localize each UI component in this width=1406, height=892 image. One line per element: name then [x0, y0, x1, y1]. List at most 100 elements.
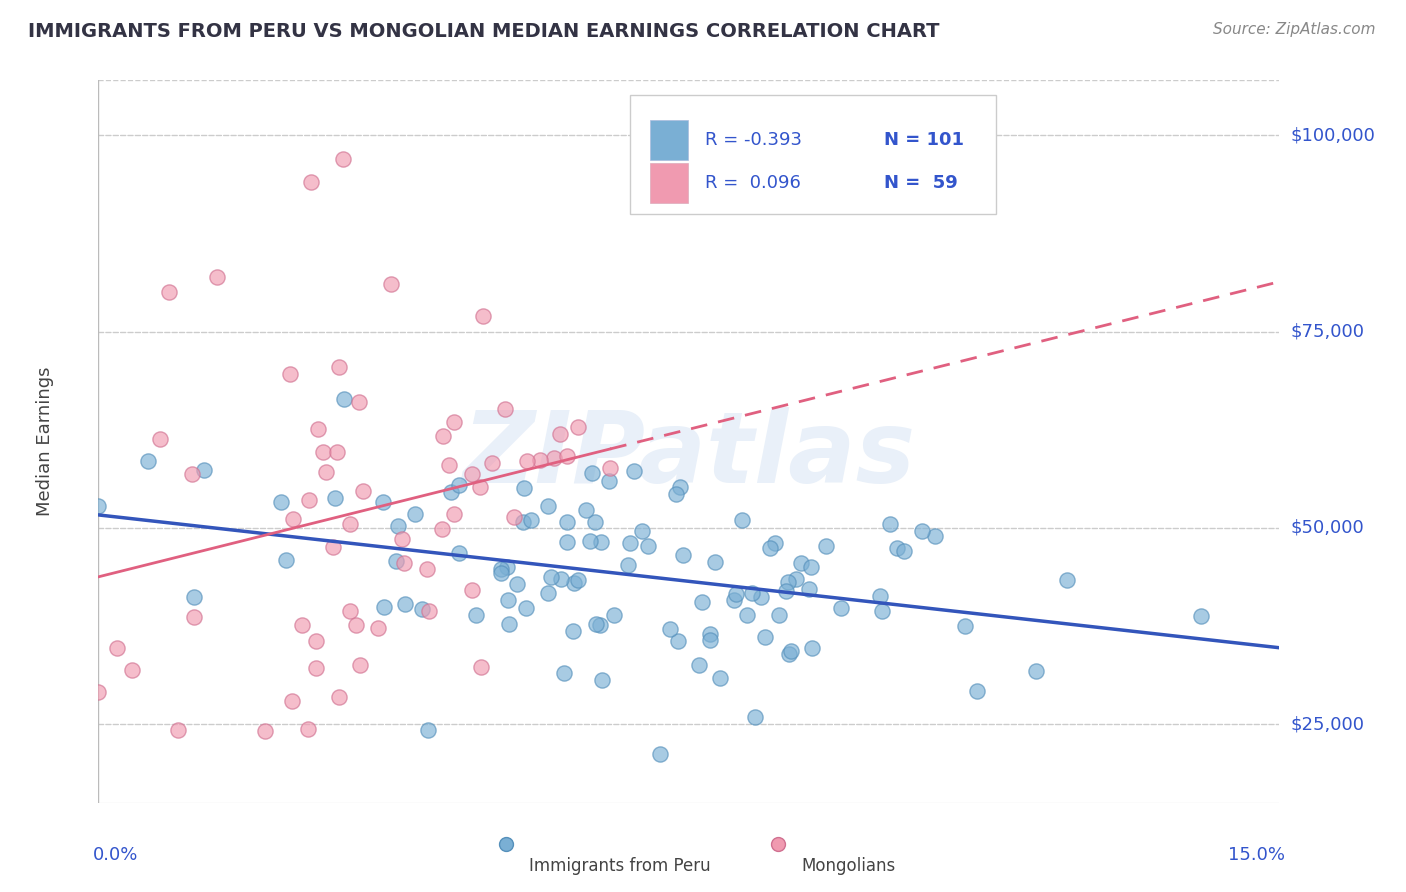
- Point: [910, 524, 932, 538]
- Point: [550, 572, 572, 586]
- Point: [502, 509, 524, 524]
- Text: Immigrants from Peru: Immigrants from Peru: [530, 857, 711, 875]
- Text: R =  0.096: R = 0.096: [706, 174, 801, 192]
- Point: [830, 601, 852, 615]
- Text: $100,000: $100,000: [1291, 127, 1375, 145]
- Point: [703, 555, 725, 569]
- Point: [468, 479, 491, 493]
- Point: [617, 558, 640, 572]
- Point: [157, 285, 180, 300]
- Bar: [650, 163, 688, 203]
- Point: [193, 463, 215, 477]
- Point: [585, 617, 607, 632]
- Point: [418, 604, 440, 618]
- Point: [297, 722, 319, 736]
- Point: [305, 634, 328, 648]
- Text: IMMIGRANTS FROM PERU VS MONGOLIAN MEDIAN EARNINGS CORRELATION CHART: IMMIGRANTS FROM PERU VS MONGOLIAN MEDIAN…: [28, 22, 939, 41]
- Point: [741, 586, 763, 600]
- Point: [800, 640, 823, 655]
- Point: [339, 604, 361, 618]
- Point: [598, 474, 620, 488]
- Text: $75,000: $75,000: [1291, 323, 1365, 341]
- Point: [555, 449, 578, 463]
- Point: [553, 665, 575, 680]
- Point: [1189, 609, 1212, 624]
- Text: $25,000: $25,000: [1291, 715, 1365, 733]
- Point: [470, 660, 492, 674]
- Point: [690, 594, 713, 608]
- Point: [437, 458, 460, 473]
- FancyBboxPatch shape: [630, 95, 995, 214]
- Text: 0.0%: 0.0%: [93, 847, 138, 864]
- Text: N =  59: N = 59: [884, 174, 957, 192]
- Point: [430, 522, 453, 536]
- Point: [373, 599, 395, 614]
- Point: [1025, 665, 1047, 679]
- Point: [731, 513, 754, 527]
- Point: [567, 420, 589, 434]
- Text: Median Earnings: Median Earnings: [37, 367, 55, 516]
- Point: [886, 541, 908, 555]
- Point: [380, 277, 402, 291]
- Point: [583, 515, 606, 529]
- Point: [648, 747, 671, 761]
- Point: [869, 589, 891, 603]
- Point: [121, 663, 143, 677]
- Point: [489, 566, 512, 581]
- Point: [322, 541, 344, 555]
- Point: [347, 395, 370, 409]
- Point: [512, 481, 534, 495]
- Point: [339, 516, 361, 531]
- Point: [631, 524, 654, 539]
- Point: [723, 593, 745, 607]
- Point: [589, 534, 612, 549]
- Text: 15.0%: 15.0%: [1229, 847, 1285, 864]
- Point: [555, 515, 578, 529]
- Point: [754, 630, 776, 644]
- Point: [465, 607, 488, 622]
- Point: [352, 483, 374, 498]
- Point: [778, 648, 800, 662]
- Point: [291, 618, 314, 632]
- Point: [966, 684, 988, 698]
- Point: [789, 556, 811, 570]
- Point: [543, 450, 565, 465]
- Point: [281, 512, 304, 526]
- Point: [759, 541, 782, 556]
- Point: [105, 640, 128, 655]
- Point: [780, 644, 803, 658]
- Point: [515, 601, 537, 615]
- Point: [537, 499, 560, 513]
- Point: [768, 607, 790, 622]
- Text: ZIPatlas: ZIPatlas: [463, 408, 915, 505]
- Point: [166, 723, 188, 738]
- Point: [449, 546, 471, 560]
- Point: [599, 460, 621, 475]
- Point: [516, 454, 538, 468]
- Point: [349, 657, 371, 672]
- Point: [472, 310, 495, 324]
- Point: [498, 616, 520, 631]
- Bar: [650, 120, 688, 160]
- Text: N = 101: N = 101: [884, 130, 963, 149]
- Point: [392, 556, 415, 570]
- Point: [724, 587, 747, 601]
- Point: [461, 467, 484, 481]
- Point: [443, 415, 465, 429]
- Point: [671, 549, 693, 563]
- Point: [87, 499, 110, 513]
- Point: [315, 465, 337, 479]
- Point: [561, 624, 583, 638]
- Point: [181, 467, 204, 482]
- Point: [328, 360, 350, 375]
- Point: [387, 518, 409, 533]
- Point: [87, 685, 110, 699]
- Point: [280, 367, 302, 381]
- Point: [404, 507, 426, 521]
- Point: [637, 540, 659, 554]
- Point: [449, 478, 471, 492]
- Point: [384, 553, 406, 567]
- Point: [432, 429, 454, 443]
- Point: [416, 723, 439, 737]
- Point: [688, 657, 710, 672]
